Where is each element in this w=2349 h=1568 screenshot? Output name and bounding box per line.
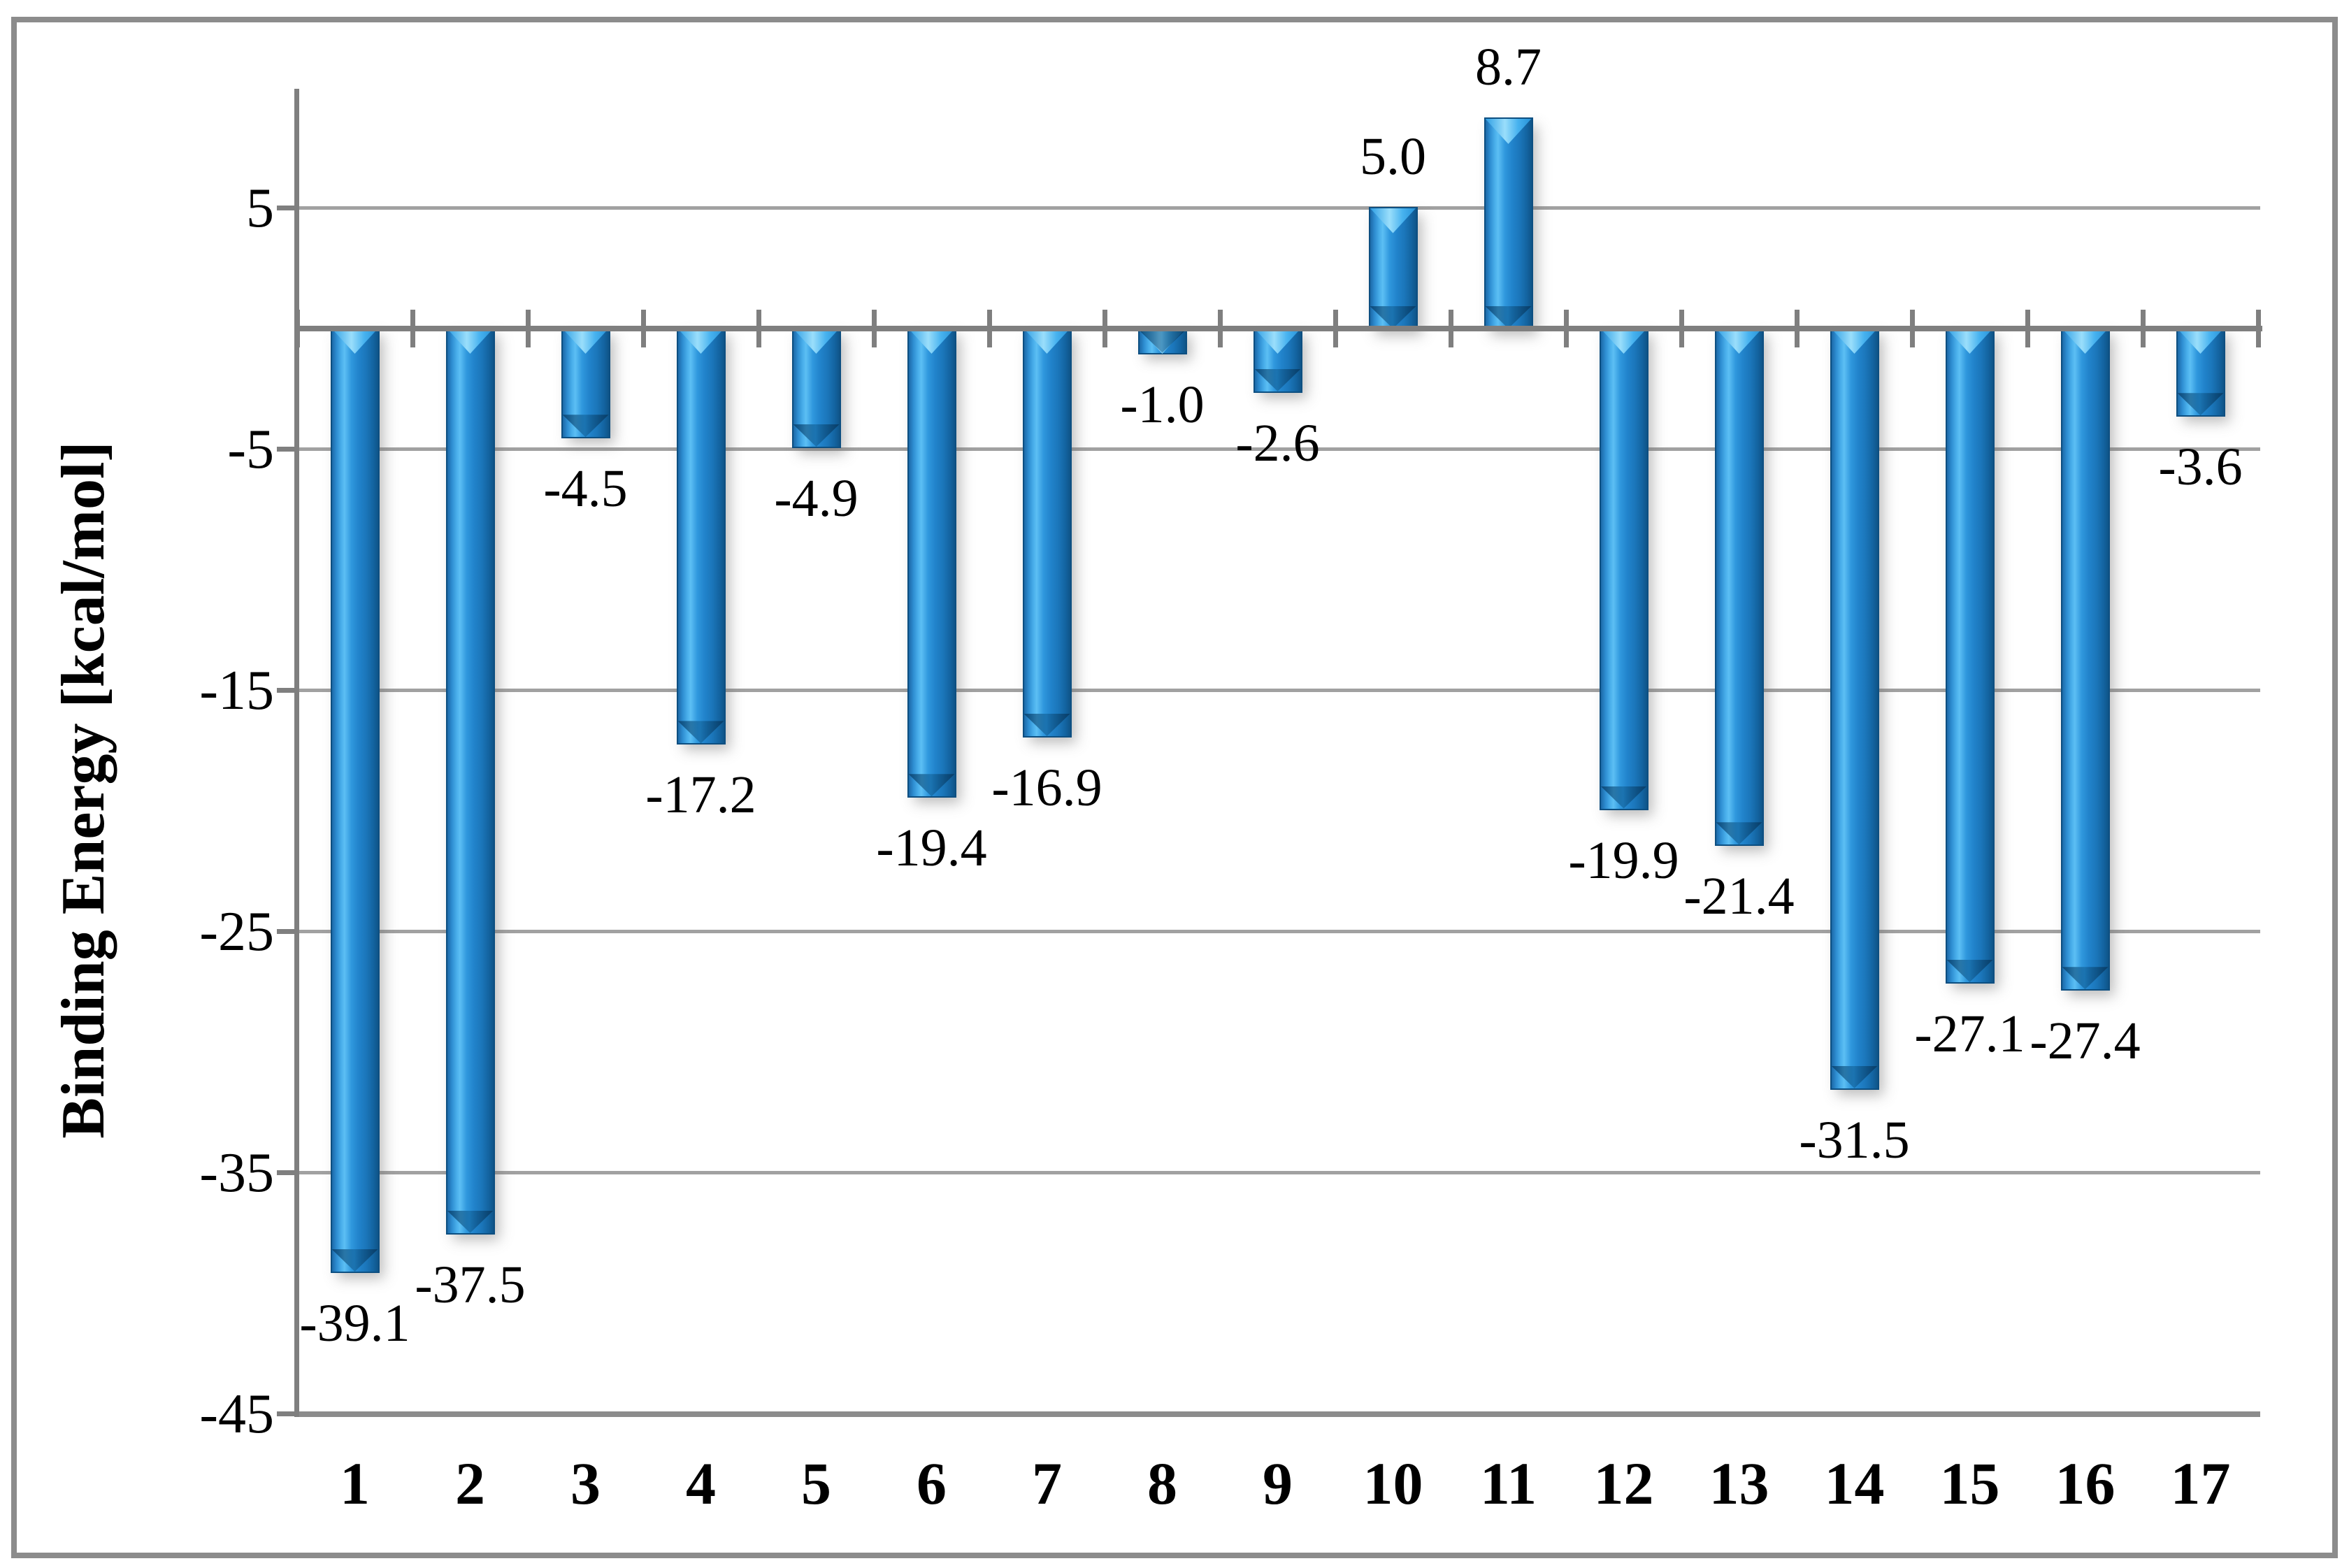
- x-axis: [294, 326, 2262, 331]
- y-axis-tick: [277, 929, 297, 934]
- x-axis-tick: [1909, 310, 1915, 347]
- bar-8: [1137, 327, 1187, 354]
- category-label-1: 1: [340, 1450, 370, 1517]
- y-tick-label: -5: [227, 418, 274, 480]
- data-label-10: 5.0: [1360, 127, 1426, 186]
- bar-15: [1945, 327, 1995, 984]
- y-tick-label: -45: [199, 1383, 274, 1445]
- x-axis-tick: [1679, 310, 1684, 347]
- y-axis: [294, 89, 299, 1417]
- x-axis-tick: [2025, 310, 2030, 347]
- bar-7: [1022, 326, 1072, 738]
- x-axis-tick: [1794, 310, 1800, 347]
- data-label-9: -2.6: [1235, 413, 1320, 473]
- gridline--45: [297, 1411, 2260, 1417]
- y-tick-label: -35: [199, 1142, 274, 1204]
- data-label-15: -27.1: [1914, 1004, 2025, 1063]
- x-axis-tick: [756, 310, 761, 347]
- gridline-5: [297, 206, 2260, 210]
- category-label-2: 2: [455, 1450, 485, 1517]
- x-axis-tick: [294, 310, 300, 347]
- bar-1: [330, 327, 380, 1273]
- gridline--25: [297, 930, 2260, 933]
- bar-12: [1599, 327, 1648, 810]
- category-label-3: 3: [570, 1450, 601, 1517]
- category-label-10: 10: [1363, 1450, 1423, 1517]
- data-label-7: -16.9: [991, 758, 1102, 818]
- category-label-16: 16: [2055, 1450, 2115, 1517]
- category-label-14: 14: [1824, 1450, 1885, 1517]
- data-label-8: -1.0: [1120, 375, 1205, 434]
- category-label-7: 7: [1032, 1450, 1062, 1517]
- x-axis-tick: [1448, 310, 1453, 347]
- bar-16: [2060, 326, 2110, 991]
- gridline--35: [297, 1171, 2260, 1174]
- data-label-13: -21.4: [1683, 867, 1795, 926]
- bar-5: [791, 326, 841, 449]
- x-axis-tick: [525, 310, 531, 347]
- y-axis-tick: [277, 688, 297, 693]
- category-label-5: 5: [801, 1450, 831, 1517]
- bar-4: [676, 326, 726, 745]
- y-tick-label: -15: [199, 659, 274, 721]
- y-axis-tick: [277, 206, 297, 210]
- x-axis-tick: [1102, 310, 1107, 347]
- bar-11: [1484, 117, 1533, 330]
- data-label-12: -19.9: [1568, 830, 1679, 890]
- category-label-11: 11: [1479, 1450, 1537, 1517]
- category-label-12: 12: [1593, 1450, 1654, 1517]
- x-axis-tick: [410, 310, 415, 347]
- data-label-1: -39.1: [299, 1293, 410, 1353]
- bar-14: [1830, 327, 1879, 1090]
- category-label-6: 6: [917, 1450, 947, 1517]
- gridline--15: [297, 689, 2260, 692]
- bar-2: [445, 327, 495, 1235]
- bar-10: [1368, 206, 1418, 330]
- gridline--5: [297, 447, 2260, 451]
- bar-3: [561, 326, 610, 439]
- bar-6: [907, 326, 956, 798]
- data-label-16: -27.4: [2030, 1012, 2141, 1071]
- figure-border: [11, 17, 2338, 1558]
- category-label-15: 15: [1939, 1450, 2000, 1517]
- data-label-14: -31.5: [1799, 1110, 1910, 1170]
- category-label-9: 9: [1263, 1450, 1293, 1517]
- x-axis-tick: [1217, 310, 1223, 347]
- data-label-6: -19.4: [876, 819, 987, 878]
- data-label-2: -37.5: [415, 1255, 526, 1314]
- bar-9: [1253, 327, 1302, 393]
- x-axis-tick: [2140, 310, 2146, 347]
- bar-17: [2176, 326, 2225, 417]
- data-label-3: -4.5: [543, 459, 628, 519]
- y-tick-label: 5: [246, 177, 274, 239]
- data-label-11: 8.7: [1475, 37, 1542, 96]
- category-label-13: 13: [1709, 1450, 1769, 1517]
- x-axis-tick: [871, 310, 877, 347]
- data-label-17: -3.6: [2158, 438, 2243, 497]
- data-label-4: -17.2: [645, 765, 756, 825]
- x-axis-tick: [986, 310, 992, 347]
- category-label-4: 4: [686, 1450, 716, 1517]
- x-axis-tick: [640, 310, 646, 347]
- x-axis-tick: [2255, 310, 2261, 347]
- category-label-17: 17: [2170, 1450, 2231, 1517]
- bar-13: [1714, 326, 1764, 847]
- x-axis-tick: [1332, 310, 1338, 347]
- y-tick-label: -25: [199, 900, 274, 963]
- category-label-8: 8: [1147, 1450, 1177, 1517]
- x-axis-tick: [1563, 310, 1569, 347]
- y-axis-tick: [277, 447, 297, 452]
- data-label-5: -4.9: [774, 469, 859, 528]
- y-axis-tick: [277, 1170, 297, 1175]
- y-axis-tick: [277, 1411, 297, 1416]
